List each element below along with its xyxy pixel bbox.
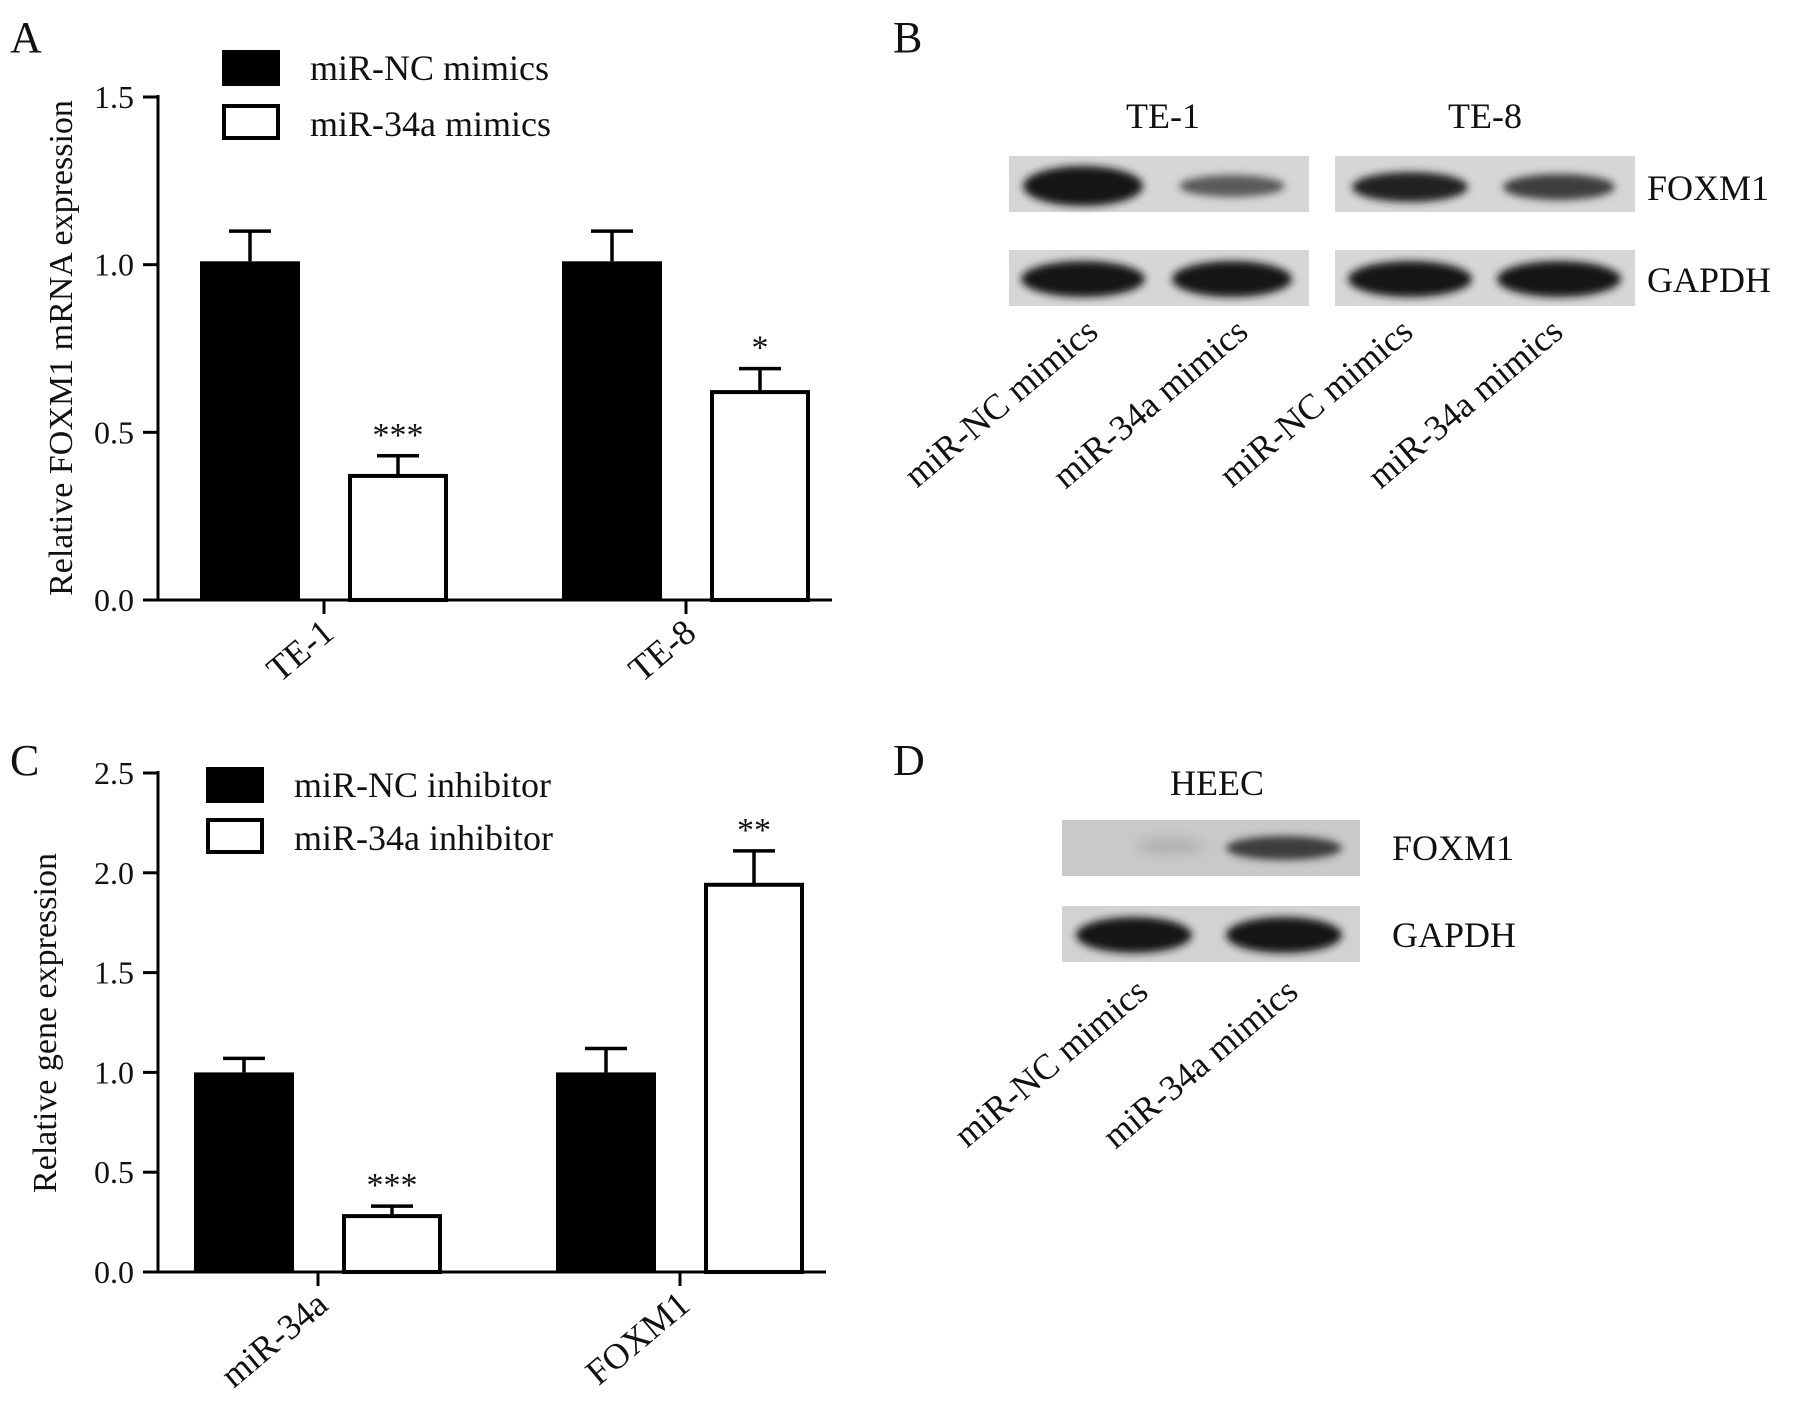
- blot-d-label-foxm1: FOXM1: [1392, 828, 1514, 868]
- blot-d-foxm1: [1062, 820, 1360, 876]
- x-category-label: miR-34a: [213, 1283, 335, 1395]
- blot-b-group-te1: TE-1: [1126, 96, 1200, 136]
- legend-swatch: [206, 818, 264, 854]
- blot-b-label-foxm1: FOXM1: [1647, 168, 1769, 208]
- y-tick-label: 1.0: [94, 1054, 134, 1090]
- bar: [704, 882, 804, 1274]
- legend-label: miR-34a mimics: [310, 104, 551, 144]
- blot-b-foxm1-te1: [1009, 156, 1309, 212]
- bar: [562, 261, 662, 600]
- legend-swatch: [206, 767, 264, 803]
- blot-b-label-gapdh: GAPDH: [1647, 260, 1771, 300]
- significance-label: *: [752, 330, 769, 367]
- bar: [342, 1214, 442, 1275]
- y-tick-label: 0.0: [94, 582, 134, 618]
- blot-b-foxm1-te8: [1335, 156, 1635, 212]
- significance-label: ***: [367, 1167, 418, 1204]
- legend-label: miR-NC inhibitor: [294, 765, 551, 805]
- legend-swatch: [222, 104, 280, 140]
- panel-letter-a: A: [10, 13, 42, 62]
- bar: [200, 261, 300, 600]
- y-axis-title: Relative gene expression: [27, 853, 64, 1193]
- panel-letter-b: B: [893, 13, 922, 62]
- legend-label: miR-NC mimics: [310, 48, 549, 88]
- legend-label: miR-34a inhibitor: [294, 818, 553, 858]
- chart-a: 0.0 0.5 1.0 1.5 Relative FOXM1 mRNA expressi…: [43, 48, 832, 690]
- blot-b-gapdh-te8: [1335, 250, 1635, 306]
- blot-b-gapdh-te1: [1009, 250, 1309, 306]
- y-tick-label: 2.5: [94, 755, 134, 791]
- x-category-label: TE-8: [621, 611, 703, 689]
- bar: [348, 473, 448, 602]
- panel-a: A 0.0 0.5 1.0 1.5 Relative FOXM1 mRNA expres…: [10, 13, 832, 690]
- y-tick-label: 1.5: [94, 79, 134, 115]
- y-tick-label: 0.5: [94, 1154, 134, 1190]
- y-tick-label: 2.0: [94, 855, 134, 891]
- y-axis-title: Relative FOXM1 mRNA expression: [43, 100, 80, 596]
- panel-letter-c: C: [10, 736, 39, 785]
- blot-d-group-heec: HEEC: [1170, 763, 1264, 803]
- blot-d-gapdh: [1062, 906, 1360, 962]
- x-category-label: TE-1: [259, 611, 341, 689]
- y-tick-label: 0.5: [94, 414, 134, 450]
- y-tick-label: 0.0: [94, 1254, 134, 1290]
- significance-label: ***: [373, 417, 424, 454]
- panel-c: C 0.0 0.5 1.0 1.5 2.0 2.5 Relative gene expres…: [10, 736, 826, 1395]
- blot-d-label-gapdh: GAPDH: [1392, 915, 1516, 955]
- significance-label: **: [737, 812, 771, 849]
- legend-swatch: [222, 50, 280, 86]
- panel-b: B TE-1 TE-8 FOXM1 GAPDH miR-NC mi: [893, 13, 1771, 496]
- blot-b-group-te8: TE-8: [1448, 96, 1522, 136]
- panel-letter-d: D: [893, 736, 925, 785]
- panel-d: D HEEC FOXM1 GAPDH miR-NC mimics miR-34a…: [893, 736, 1516, 1156]
- bar: [710, 390, 810, 602]
- y-tick-label: 1.5: [94, 955, 134, 991]
- bar: [194, 1072, 294, 1272]
- x-category-label: FOXM1: [578, 1283, 697, 1392]
- bar: [556, 1072, 656, 1272]
- chart-c: 0.0 0.5 1.0 1.5 2.0 2.5 Relative gene expressi…: [27, 755, 826, 1395]
- y-tick-label: 1.0: [94, 247, 134, 283]
